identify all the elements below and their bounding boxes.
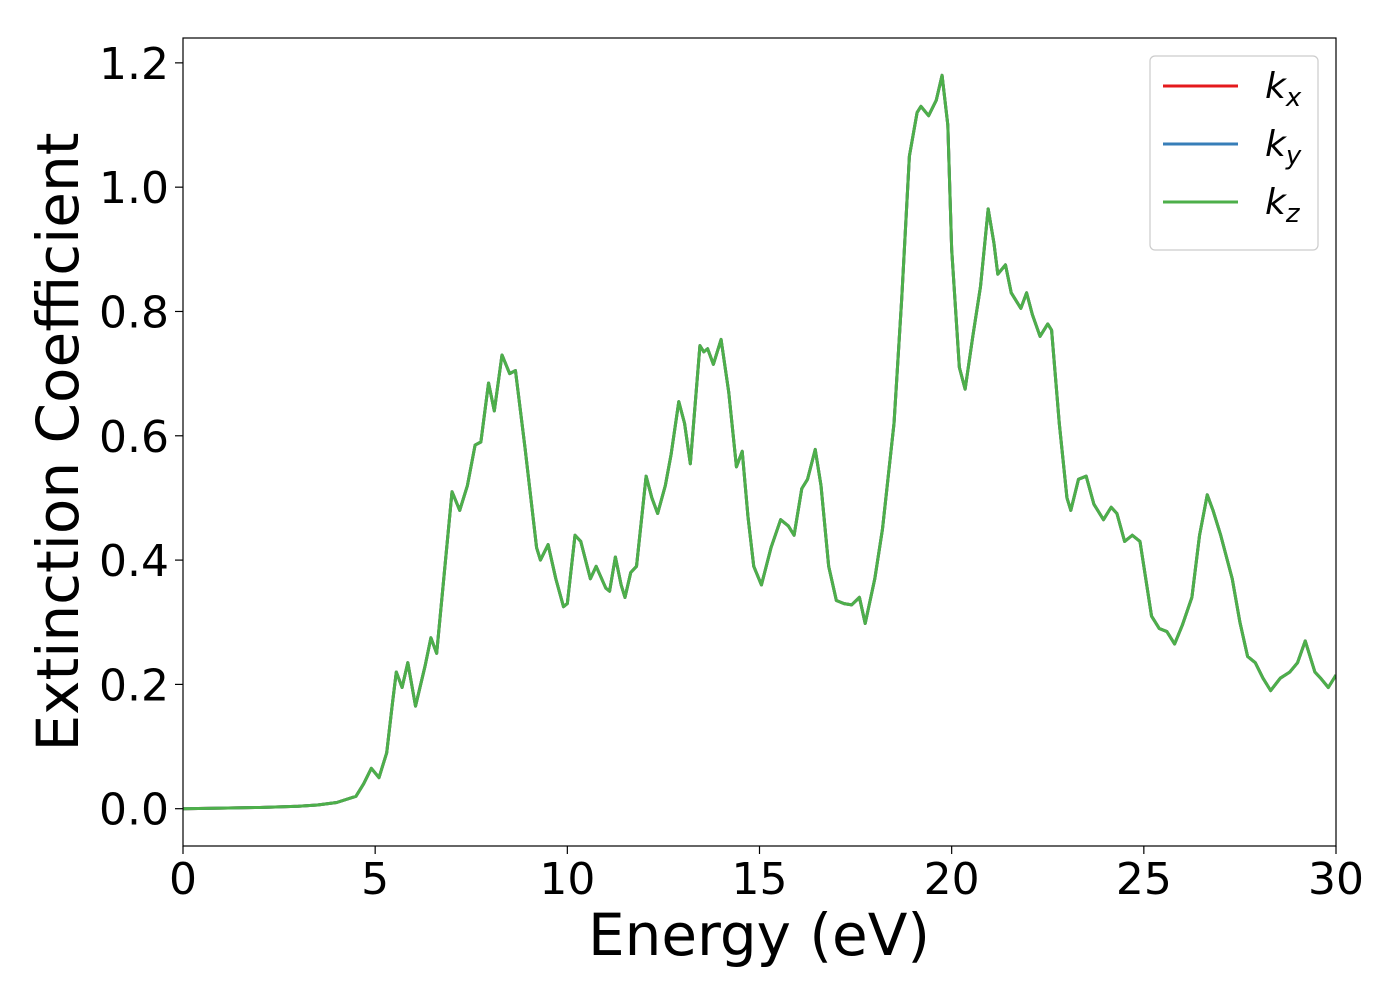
y-tick-label: 0.0 <box>99 785 169 836</box>
y-tick-label: 1.2 <box>99 39 169 90</box>
legend-label: ky <box>1265 124 1302 171</box>
legend-label: kz <box>1265 182 1301 229</box>
x-tick-label: 20 <box>924 854 980 905</box>
plot-frame <box>182 37 1337 847</box>
x-axis-label: Energy (eV) <box>588 901 930 969</box>
y-tick-label: 0.2 <box>99 660 169 711</box>
y-tick-label: 1.0 <box>99 163 169 214</box>
y-axis-label: Extinction Coefficient <box>24 133 92 752</box>
plot <box>183 73 1336 811</box>
y-tick-label: 0.8 <box>99 287 169 338</box>
x-tick-label: 0 <box>169 854 197 905</box>
x-tick-label: 5 <box>361 854 389 905</box>
series-line <box>183 73 1336 811</box>
x-tick-label: 30 <box>1308 854 1364 905</box>
y-tick-label: 0.4 <box>99 536 169 587</box>
x-tick-label: 15 <box>732 854 788 905</box>
x-tick-label: 25 <box>1116 854 1172 905</box>
legend-label: kx <box>1265 66 1302 113</box>
x-tick-label: 10 <box>539 854 595 905</box>
y-tick-label: 0.6 <box>99 412 169 463</box>
